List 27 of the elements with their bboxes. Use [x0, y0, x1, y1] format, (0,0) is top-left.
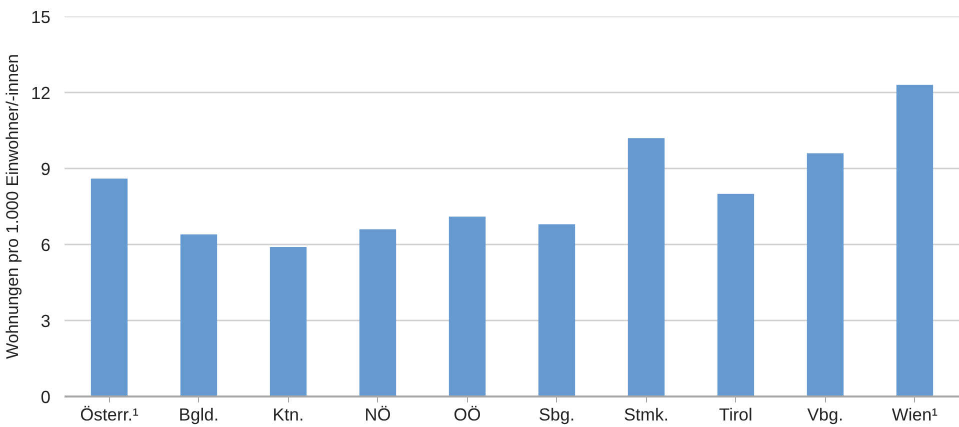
x-tick-label: Stmk.	[624, 404, 669, 424]
bar	[717, 194, 754, 396]
x-tick-label: OÖ	[454, 404, 481, 424]
y-tick-label: 9	[40, 159, 50, 179]
bar	[448, 216, 486, 396]
bar	[180, 234, 218, 396]
y-tick-label: 12	[31, 83, 51, 103]
bar	[538, 224, 576, 396]
x-tick-label: Ktn.	[272, 404, 304, 424]
y-tick-label: 15	[31, 7, 51, 27]
y-tick-label: 6	[40, 235, 50, 255]
x-tick-label: NÖ	[364, 404, 391, 424]
x-tick-label: Wien¹	[892, 404, 938, 424]
bar	[896, 84, 934, 396]
y-tick-label: 0	[40, 387, 51, 407]
bar	[90, 178, 128, 396]
x-tick-label: Bgld.	[178, 404, 219, 424]
x-tick-label: Österr.¹	[80, 404, 139, 424]
bar	[359, 229, 396, 396]
bar	[270, 247, 307, 396]
y-axis-title: Wohnungen pro 1.000 Einwohner/-innen	[3, 54, 22, 359]
x-tick-label: Tirol	[719, 404, 752, 424]
y-tick-label: 3	[40, 311, 50, 331]
x-tick-label: Vbg.	[807, 404, 844, 424]
bar	[628, 138, 665, 396]
bar	[806, 153, 844, 396]
x-tick-label: Sbg.	[538, 404, 575, 424]
